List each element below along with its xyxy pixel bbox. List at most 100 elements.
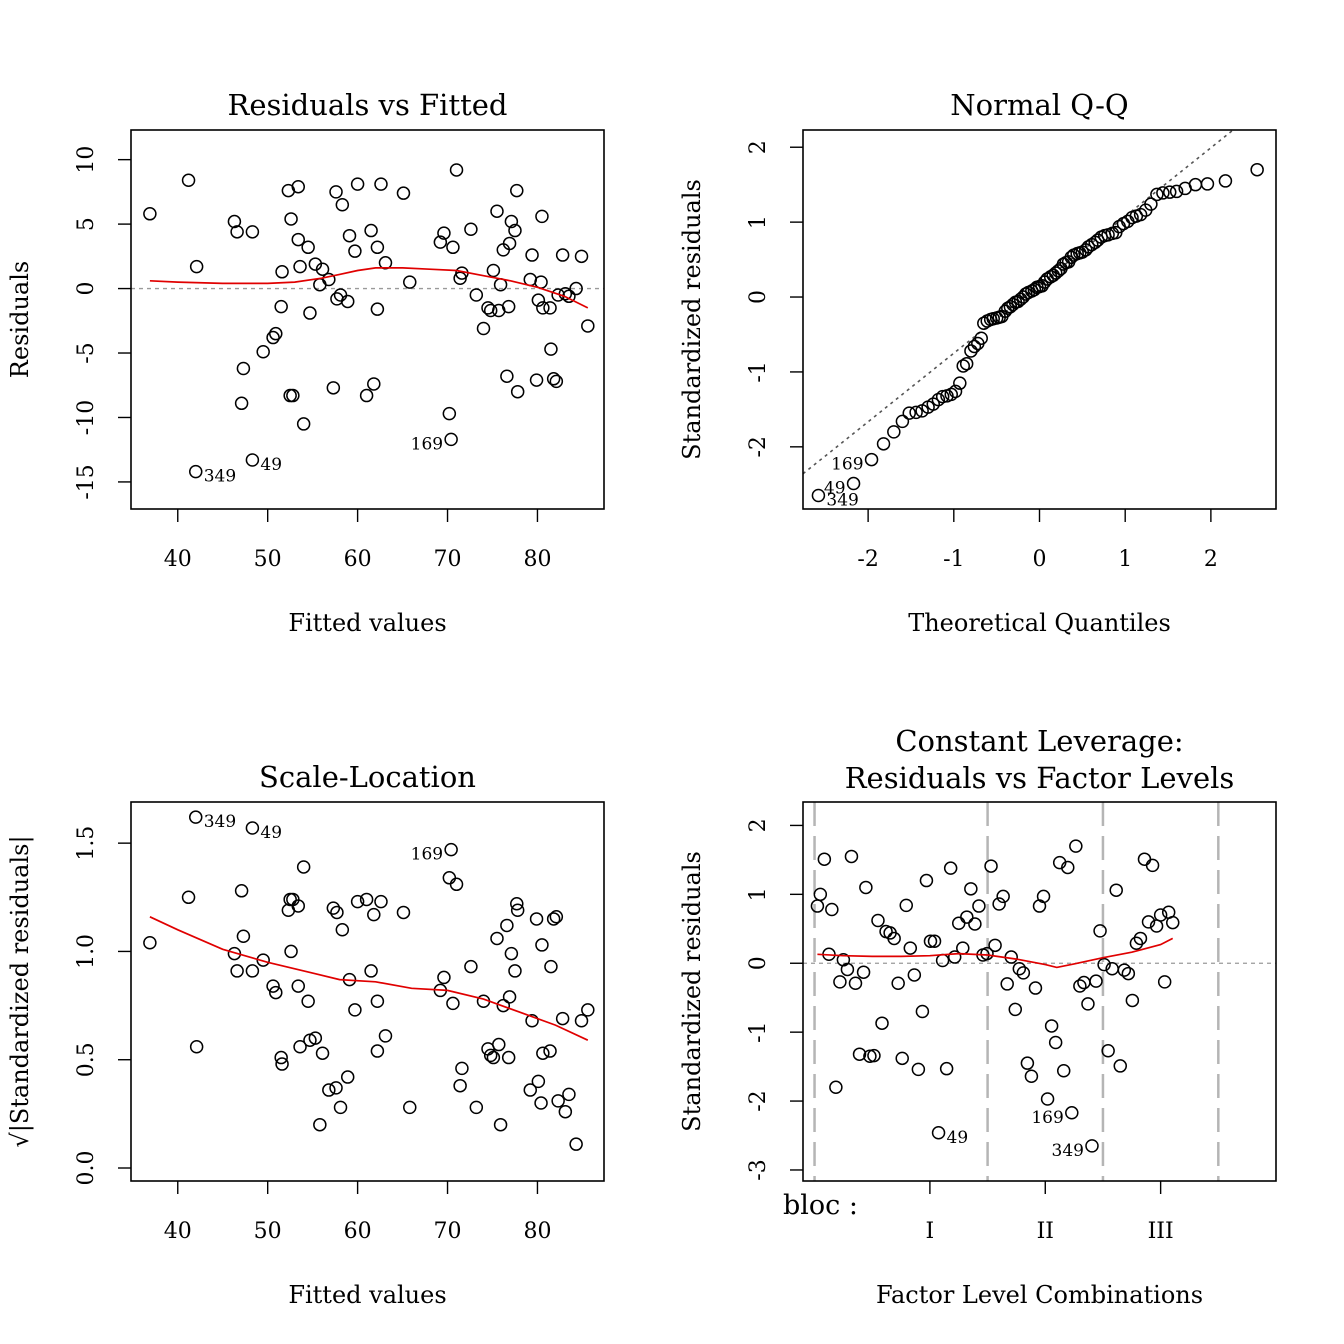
data-point	[188, 810, 203, 824]
smoother-line	[149, 267, 589, 309]
data-point	[546, 912, 561, 926]
data-point	[374, 894, 388, 909]
data-point	[852, 1047, 867, 1061]
plot-title: Residuals vs Fitted	[228, 88, 508, 122]
data-point	[876, 437, 891, 451]
data-point	[490, 204, 504, 218]
data-point	[501, 1050, 516, 1065]
data-point	[236, 361, 251, 376]
factor-level-label: I	[926, 1219, 935, 1244]
data-point	[1218, 174, 1233, 188]
data-point	[283, 892, 297, 907]
data-point	[1051, 264, 1066, 278]
plot-region	[803, 802, 1276, 1181]
constant-leverage-panel: Constant Leverage:Residuals vs Factor Le…	[678, 724, 1277, 1309]
data-point	[492, 1037, 506, 1052]
data-point	[490, 931, 504, 946]
data-point	[284, 212, 298, 226]
data-point	[469, 1100, 484, 1115]
data-point	[555, 248, 570, 262]
x-tick-label: 40	[164, 547, 192, 572]
data-point	[437, 970, 451, 985]
data-point	[322, 272, 336, 287]
data-point	[1073, 979, 1087, 993]
data-point	[510, 183, 524, 198]
data-point	[1097, 957, 1111, 972]
data-point	[464, 222, 478, 237]
data-point	[326, 901, 341, 915]
data-point	[964, 882, 978, 896]
plot-frame	[130, 129, 605, 510]
data-point	[266, 979, 280, 993]
y-tick-label: -15	[74, 464, 99, 499]
data-point	[927, 934, 942, 948]
smoother-line	[149, 916, 589, 1041]
data-point	[143, 936, 157, 950]
x-tick-label: 2	[1204, 547, 1218, 572]
data-point	[483, 1048, 498, 1063]
y-tick-label: -10	[74, 400, 99, 435]
x-tick-label: 50	[254, 1219, 282, 1244]
y-tick-label: 0	[746, 956, 771, 970]
data-point	[1056, 1063, 1071, 1078]
data-point	[486, 263, 501, 278]
x-tick-label: 70	[434, 1219, 462, 1244]
data-point	[359, 388, 374, 403]
data-point	[396, 905, 411, 920]
data-point	[1153, 908, 1168, 922]
data-point	[988, 938, 1002, 953]
data-point	[931, 1126, 946, 1140]
data-point	[437, 226, 451, 240]
data-point	[329, 1081, 343, 1095]
point-label: 349	[204, 812, 236, 832]
data-point	[1093, 924, 1107, 938]
data-point	[956, 941, 970, 955]
data-point	[525, 1013, 539, 1028]
data-point	[330, 905, 344, 920]
data-point	[555, 1011, 570, 1026]
data-point	[811, 488, 826, 503]
data-point	[1024, 1069, 1039, 1084]
data-point	[549, 374, 564, 389]
plot-title: Constant Leverage:	[895, 724, 1183, 758]
x-tick-label: 60	[344, 1219, 372, 1244]
point-label: 349	[204, 467, 236, 487]
data-point	[256, 344, 270, 359]
point-label: 49	[260, 823, 282, 843]
data-point	[1016, 966, 1031, 980]
data-point	[348, 1003, 362, 1017]
x-tick-label: 50	[254, 547, 282, 572]
data-point	[367, 907, 381, 922]
data-point	[891, 976, 905, 990]
data-point	[370, 1044, 385, 1058]
point-label: 349	[1052, 1141, 1084, 1161]
data-point	[1069, 839, 1083, 853]
data-point	[953, 376, 967, 390]
data-point	[1091, 233, 1105, 247]
data-point	[245, 964, 260, 978]
data-point	[535, 938, 549, 952]
data-point	[856, 965, 871, 979]
data-point	[1188, 177, 1203, 192]
y-tick-label: -3	[746, 1159, 771, 1180]
factor-level-label: III	[1148, 1219, 1174, 1244]
point-label: 169	[1031, 1108, 1063, 1128]
point-label: 349	[826, 491, 858, 511]
y-tick-label: 0	[74, 282, 99, 296]
data-point	[535, 209, 549, 224]
y-tick-label: -2	[746, 1090, 771, 1111]
data-point	[923, 934, 938, 948]
data-point	[446, 240, 460, 255]
data-point	[967, 339, 982, 354]
data-point	[1157, 975, 1172, 989]
y-tick-label: 0	[746, 290, 771, 304]
data-point	[531, 293, 546, 307]
x-tick-label: -1	[943, 547, 964, 572]
data-point	[948, 384, 963, 399]
point-label: 169	[411, 434, 443, 454]
smoother-line	[817, 937, 1174, 969]
data-point	[536, 1046, 550, 1060]
data-point	[947, 950, 962, 964]
data-point	[313, 1117, 327, 1132]
data-point	[1008, 1002, 1023, 1017]
